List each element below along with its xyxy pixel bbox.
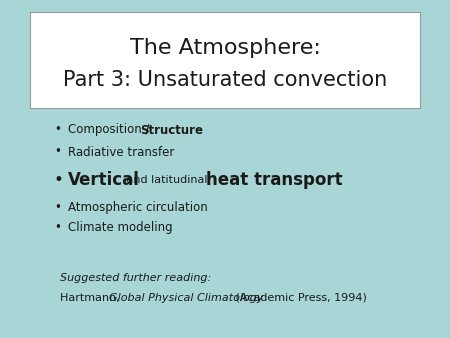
- Text: •: •: [54, 200, 62, 214]
- Text: Atmospheric circulation: Atmospheric circulation: [68, 200, 208, 214]
- Text: •: •: [53, 171, 63, 189]
- Text: Radiative transfer: Radiative transfer: [68, 145, 175, 159]
- Text: (Academic Press, 1994): (Academic Press, 1994): [232, 293, 367, 303]
- Text: Part 3: Unsaturated convection: Part 3: Unsaturated convection: [63, 70, 387, 90]
- Text: Structure: Structure: [140, 123, 203, 137]
- Text: heat transport: heat transport: [206, 171, 342, 189]
- Text: and latitudinal: and latitudinal: [123, 175, 211, 185]
- Text: Hartmann,: Hartmann,: [60, 293, 123, 303]
- Text: Vertical: Vertical: [68, 171, 140, 189]
- Text: Climate modeling: Climate modeling: [68, 221, 173, 235]
- Text: •: •: [54, 145, 62, 159]
- Text: •: •: [54, 123, 62, 137]
- Text: Global Physical Climatology: Global Physical Climatology: [109, 293, 264, 303]
- Text: Composition /: Composition /: [68, 123, 153, 137]
- Text: •: •: [54, 221, 62, 235]
- Text: The Atmosphere:: The Atmosphere:: [130, 38, 320, 58]
- Text: Suggested further reading:: Suggested further reading:: [60, 273, 211, 283]
- FancyBboxPatch shape: [30, 12, 420, 108]
